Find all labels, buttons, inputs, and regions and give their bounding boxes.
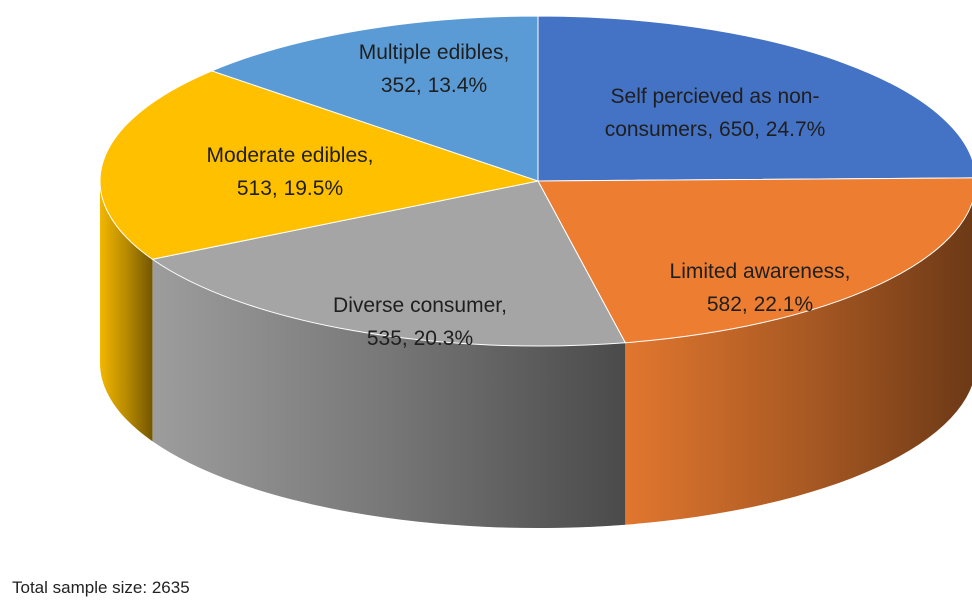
pie-slice-self-percieved-as-non-consumers: [537, 15, 972, 182]
pie-slice-diverse-consumer: [151, 180, 627, 347]
pie-tops: [99, 15, 972, 347]
pie-label-limited-awareness: Limited awareness, 582, 22.1%: [670, 260, 851, 316]
pie-side-shade-diverse-consumer: [152, 259, 626, 528]
pie-side-shade-limited-awareness: [625, 203, 972, 525]
sample-size-note: Total sample size: 2635: [12, 578, 190, 597]
pie-labels: Self percieved as non-consumers, 650, 24…: [207, 41, 851, 350]
pie-slice-multiple-edibles: [210, 15, 539, 182]
pie-slice-limited-awareness: [537, 177, 972, 344]
pie-sides: [100, 181, 972, 528]
pie-label-diverse-consumer: Diverse consumer, 535, 20.3%: [333, 294, 507, 350]
pie-label-multiple-edibles: Multiple edibles, 352, 13.4%: [359, 41, 510, 97]
pie-slice-moderate-edibles: [99, 70, 540, 260]
pie-label-moderate-edibles: Moderate edibles, 513, 19.5%: [207, 144, 374, 200]
pie-label-self-percieved-as-non-consumers: Self percieved as non-consumers, 650, 24…: [605, 85, 826, 141]
pie-side-shade-moderate-edibles: [100, 181, 153, 442]
